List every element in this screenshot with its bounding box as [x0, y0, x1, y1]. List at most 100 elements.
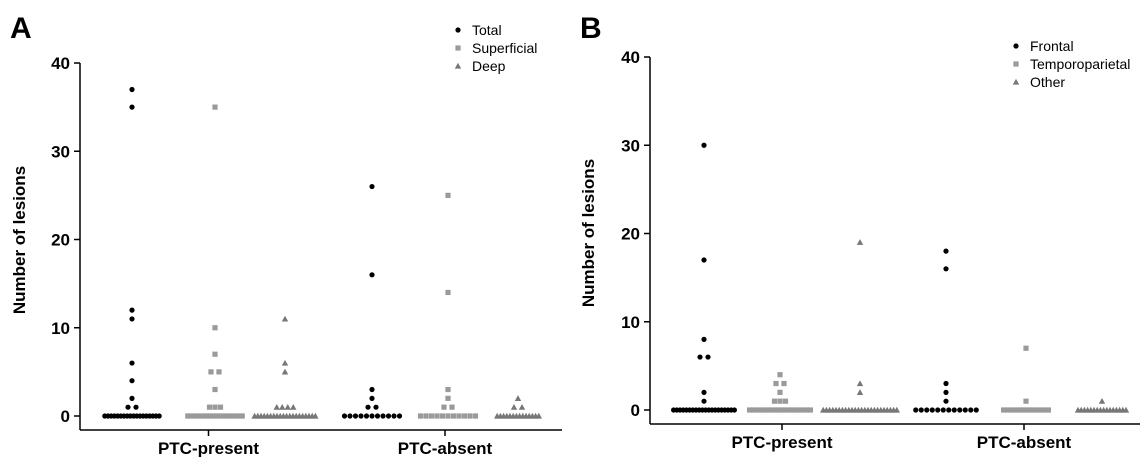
- panel-a-deep-point: [281, 359, 289, 366]
- panel-b-legend-other-label: Other: [1030, 74, 1065, 90]
- panel-b-frontal-point: [962, 407, 968, 413]
- panel-a-y-tick-label: 40: [51, 54, 70, 73]
- panel-a-total-point: [373, 404, 379, 410]
- panel-a-superficial-point: [445, 289, 451, 296]
- panel-a-deep-point: [518, 403, 526, 410]
- panel-a-category-label: PTC-absent: [398, 439, 493, 457]
- panel-a-legend-superficial-label: Superficial: [472, 40, 537, 56]
- panel-a-superficial-point: [198, 413, 204, 419]
- panel-b-frontal-point: [913, 407, 919, 413]
- panel-a-superficial-point: [461, 413, 468, 419]
- panel-b-temporoparietal-point: [759, 407, 765, 413]
- panel-a-superficial-point: [439, 413, 446, 419]
- panel-b-temporoparietal-point: [769, 407, 775, 413]
- panel-a-total-point: [129, 104, 135, 110]
- panel-a-deep-point: [514, 395, 522, 401]
- panel-b-frontal-point: [943, 398, 949, 404]
- panel-b-temporoparietal-point: [1023, 398, 1029, 404]
- panel-a-total-point: [391, 413, 397, 419]
- panel-a-deep-point: [281, 315, 289, 322]
- panel-a-superficial-point: [233, 413, 239, 419]
- panel-a-superficial-point: [434, 413, 440, 419]
- panel-a-superficial-point: [208, 369, 214, 375]
- panel-b-temporoparietal-point: [756, 407, 762, 413]
- panel-a-superficial-point: [217, 413, 223, 419]
- panel-b-frontal-point: [940, 407, 946, 413]
- panel-a-superficial-point: [441, 404, 447, 410]
- panel-a-total-point: [129, 86, 135, 93]
- panel-a-superficial-point: [201, 413, 207, 419]
- panel-a-total-point: [129, 395, 135, 401]
- panel-b-temporoparietal-point: [775, 407, 781, 413]
- panel-b-temporoparietal-point: [777, 372, 783, 378]
- panel-b-temporoparietal-point: [750, 407, 756, 413]
- panel-b-plot: 0 10 20 30 40 PTC-present PTC-absent Frontal Tem…: [621, 38, 1140, 452]
- panel-b-other-point: [1098, 397, 1106, 404]
- panel-a-y-tick-label: 30: [51, 142, 70, 161]
- panel-a-deep-point: [284, 403, 291, 410]
- panel-b-temporoparietal-point: [1023, 407, 1029, 413]
- panel-b-temporoparietal-point: [1036, 407, 1042, 413]
- panel-b-temporoparietal-point: [791, 407, 797, 413]
- panel-a-y-tick-label: 20: [51, 231, 70, 250]
- panel-b-frontal-point: [701, 398, 707, 404]
- panel-a-letter: A: [10, 12, 32, 45]
- panel-b-y-tick-label: 10: [621, 313, 640, 332]
- panel-a-deep-point: [279, 403, 286, 410]
- panel-a-total-point: [129, 307, 135, 313]
- panel-a-total-point: [369, 386, 375, 393]
- panel-b-temporoparietal-point: [777, 389, 783, 395]
- panel-b-category-label: PTC-absent: [977, 433, 1072, 452]
- panel-b-other-point: [893, 406, 900, 413]
- panel-b-temporoparietal-point: [782, 398, 789, 404]
- panel-a-superficial-point: [236, 413, 242, 419]
- panel-b-other-point: [856, 239, 864, 245]
- panel-b-y-axis-label: Number of lesions: [579, 159, 598, 307]
- panel-a-superficial-point: [214, 413, 220, 419]
- panel-b-frontal-point: [731, 407, 738, 413]
- panel-a-total-point: [396, 413, 403, 419]
- panel-a-total-point: [385, 413, 392, 419]
- panel-b-temporoparietal-point: [773, 380, 779, 387]
- panel-b-temporoparietal-point: [781, 380, 787, 387]
- panel-a-superficial-point: [449, 404, 455, 410]
- panel-b-frontal-point: [701, 142, 707, 148]
- panel-b-temporoparietal-point: [788, 407, 794, 413]
- panel-b-temporoparietal-point: [804, 407, 810, 413]
- panel-a-superficial-point: [191, 413, 197, 419]
- panel-b-temporoparietal-point: [1007, 407, 1013, 413]
- panel-a-superficial-point: [467, 413, 473, 419]
- panel-b-frontal-point: [951, 407, 957, 413]
- panel-b-legend-other-marker: [1012, 78, 1020, 85]
- panel-a-superficial-point: [212, 351, 218, 357]
- panel-b-frontal-point: [918, 407, 924, 413]
- panel-b-category-label: PTC-present: [731, 433, 832, 452]
- panel-a-superficial-point: [223, 413, 229, 419]
- panel-a-legend-superficial-marker: [455, 45, 461, 51]
- panel-b-temporoparietal-point: [1004, 407, 1010, 413]
- panel-b-other-point: [856, 389, 864, 395]
- panel-b-frontal-point: [701, 336, 707, 342]
- panel-a-legend-total-label: Total: [472, 22, 502, 38]
- panel-a-superficial-point: [445, 386, 451, 393]
- panel-b-temporoparietal-point: [1020, 407, 1026, 413]
- panel-b-frontal-point: [701, 257, 707, 263]
- panel-a-total-point: [129, 316, 135, 322]
- panel-a-superficial-point: [185, 413, 191, 419]
- panel-b-y-tick-label: 20: [621, 225, 640, 244]
- panel-a-plot: 0 10 20 30 40 PTC-present PTC-absent Total Super…: [51, 22, 562, 457]
- panel-b-temporoparietal-point: [1001, 407, 1007, 413]
- panel-b-temporoparietal-point: [772, 407, 778, 413]
- panel-b-frontal-point: [943, 380, 949, 387]
- panel-a-total-point: [341, 413, 348, 419]
- panel-a-total-point: [363, 413, 370, 419]
- panel-b-temporoparietal-point: [1042, 407, 1048, 413]
- panel-b-temporoparietal-point: [766, 407, 772, 413]
- panel-b-frontal-point: [701, 389, 707, 395]
- panel-b-temporoparietal-point: [1026, 407, 1032, 413]
- panel-a-y-tick-label: 10: [51, 319, 70, 338]
- panel-b-temporoparietal-point: [795, 407, 801, 413]
- panel-b-frontal-point: [929, 407, 935, 413]
- panel-a-superficial-point: [417, 413, 424, 419]
